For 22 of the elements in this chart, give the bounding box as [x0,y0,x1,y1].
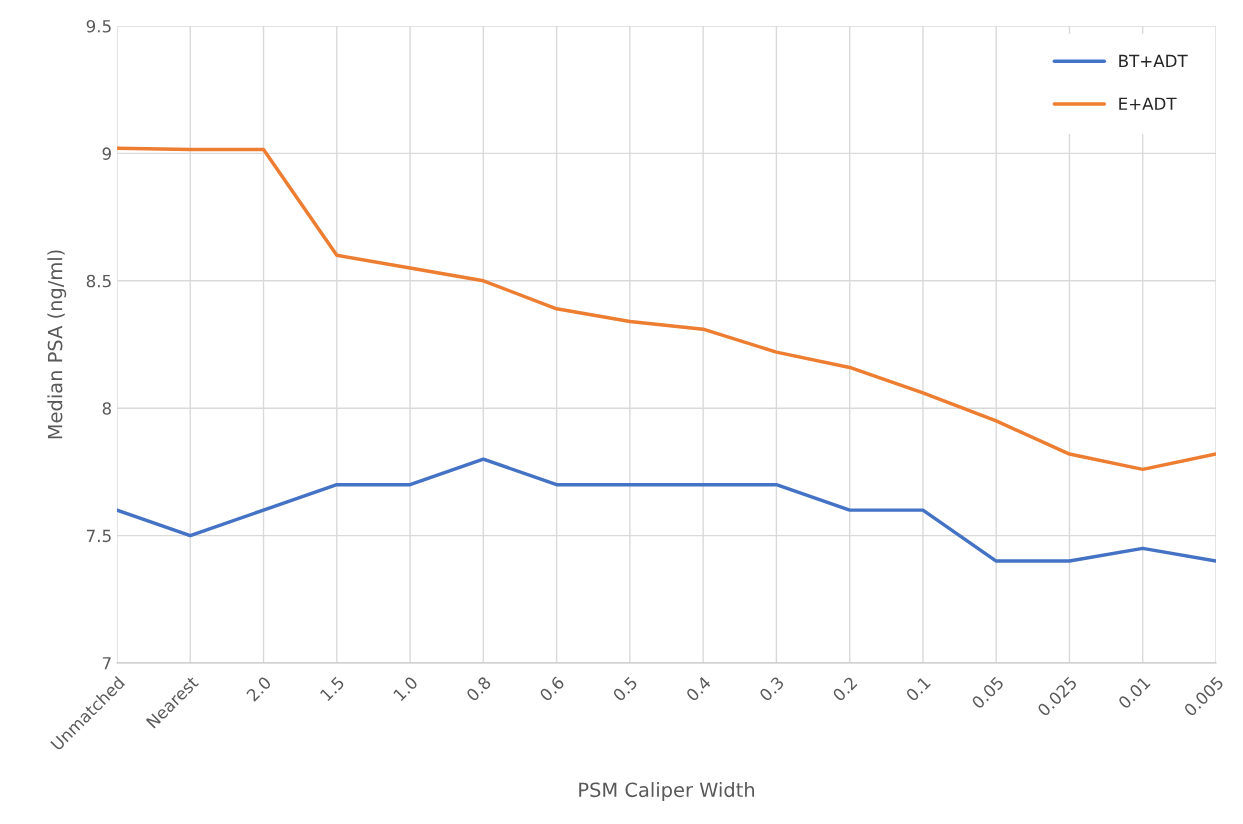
y-tick-label: 8.5 [86,274,111,288]
legend-label: E+ADT [1119,97,1177,110]
x-tick-label: 0.5 [612,676,638,702]
line-series [117,146,1216,472]
x-tick-label: 0.2 [831,676,858,702]
y-tick-label: 9 [102,147,111,160]
y-tick-label: 9.5 [86,19,111,33]
x-tick-label: 2.0 [245,675,272,702]
x-tick-label: 0.6 [538,675,565,702]
y-tick-label: 7 [102,657,111,670]
y-tick-label: 8 [102,402,111,415]
y-tick-label: 7.5 [87,529,111,543]
x-tick-label: 0.8 [465,675,492,702]
y-axis-title: Median PSA (ng/ml) [47,250,67,439]
x-tick-label: 0.1 [905,676,931,702]
x-tick-label: 1.5 [319,676,345,702]
x-tick-label: 1.0 [392,675,419,702]
legend-label: BT+ADT [1119,54,1188,67]
x-tick-label: 0.3 [758,675,785,702]
line-series [117,457,1216,563]
x-axis-title: PSM Caliper Width [579,782,754,801]
x-tick-label: 0.4 [685,675,712,702]
